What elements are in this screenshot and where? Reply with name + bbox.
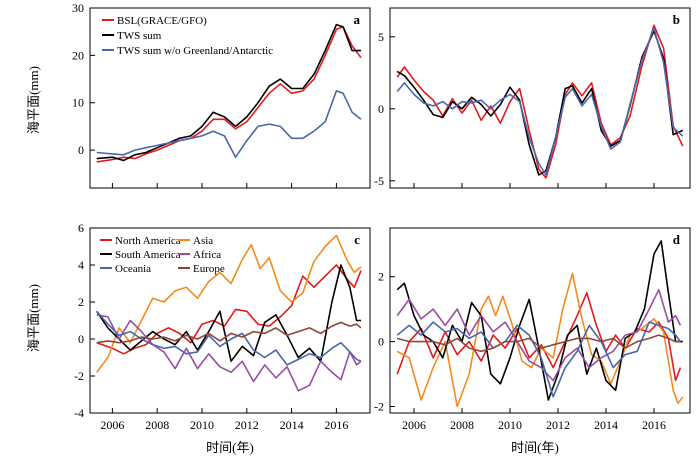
x-tick-label: 2006 bbox=[100, 418, 124, 432]
x-tick-label: 2010 bbox=[498, 418, 522, 432]
y-tick-label: -2 bbox=[74, 369, 84, 383]
y-tick-label: 30 bbox=[72, 1, 84, 15]
y-tick-label: 0 bbox=[78, 143, 84, 157]
x-tick-label: 2016 bbox=[642, 418, 666, 432]
series-line-oceania bbox=[96, 310, 362, 366]
panel-label-c: c bbox=[354, 232, 360, 247]
legend-a: BSL(GRACE/GFO) TWS sum TWS sum w/o Greenla… bbox=[102, 15, 273, 57]
series-line-b-1 bbox=[396, 24, 684, 179]
series-line-oceania bbox=[396, 321, 682, 398]
series-line-europe bbox=[396, 334, 681, 353]
x-tick-label: 2010 bbox=[190, 418, 214, 432]
legend-c: North America Asia South America Africa Ocea… bbox=[100, 235, 225, 275]
series-line-bsl-grace-gfo bbox=[96, 26, 362, 163]
x-tick-label: 2008 bbox=[450, 418, 474, 432]
series-line-south-america bbox=[396, 240, 683, 401]
figure-ylabel-top: 海平面(mm) bbox=[26, 66, 41, 134]
series-line-tws-sum-w-o-greenland-antarctic bbox=[96, 90, 362, 158]
y-tick-label: 0 bbox=[378, 335, 384, 349]
figure-xlabel-left: 时间(年) bbox=[206, 440, 254, 455]
x-tick-label: 2014 bbox=[280, 418, 304, 432]
y-tick-label: 5 bbox=[378, 30, 384, 44]
y-tick-label: 2 bbox=[378, 270, 384, 284]
x-tick-label: 2012 bbox=[546, 418, 570, 432]
series-line-africa bbox=[396, 288, 682, 382]
figure-ylabel-bottom: 海平面(mm) bbox=[26, 284, 41, 352]
series-line-asia bbox=[96, 234, 362, 373]
panel-d-frame bbox=[389, 227, 691, 414]
panel-c-frame bbox=[89, 227, 371, 414]
y-tick-label: 10 bbox=[72, 96, 84, 110]
panel-b: -5 0 5 b bbox=[374, 7, 691, 189]
legend-label: Africa bbox=[193, 249, 221, 261]
series-line-tws-sum bbox=[96, 23, 361, 162]
y-tick-label: 2 bbox=[78, 295, 84, 309]
series-line-d-1 bbox=[396, 292, 682, 382]
panel-b-frame bbox=[389, 7, 691, 189]
panel-label-b: b bbox=[673, 12, 680, 27]
legend-label: TWS sum bbox=[117, 30, 162, 42]
y-tick-label: -4 bbox=[74, 406, 84, 420]
panel-label-d: d bbox=[673, 232, 681, 247]
y-tick-label: -5 bbox=[374, 174, 384, 188]
x-tick-label: 2006 bbox=[402, 418, 426, 432]
x-tick-label: 2008 bbox=[145, 418, 169, 432]
legend-label: Europe bbox=[193, 263, 225, 275]
y-tick-label: -2 bbox=[374, 400, 384, 414]
legend-label: Oceania bbox=[115, 263, 151, 275]
panel-a: 0 10 20 30 a BSL(GRACE/GFO) TWS sum TWS sum w/o… bbox=[72, 1, 371, 189]
series-line-africa bbox=[96, 314, 362, 392]
y-tick-label: 4 bbox=[78, 258, 84, 272]
legend-label: South America bbox=[115, 249, 181, 261]
y-tick-label: 6 bbox=[78, 221, 84, 235]
legend-label: BSL(GRACE/GFO) bbox=[117, 15, 207, 27]
series-line-asia bbox=[396, 272, 684, 408]
y-tick-label: 20 bbox=[72, 48, 84, 62]
panel-d: -2 0 2 2006 2008 2010 2012 2014 2016 d bbox=[374, 227, 691, 432]
x-tick-label: 2014 bbox=[594, 418, 618, 432]
legend-label: Asia bbox=[193, 235, 213, 247]
panel-a-frame bbox=[89, 7, 371, 189]
series-line-europe bbox=[96, 321, 362, 344]
x-tick-label: 2016 bbox=[324, 418, 348, 432]
figure-xlabel-right: 时间(年) bbox=[511, 440, 559, 455]
panel-c: -4 -2 0 2 4 6 2006 2008 2010 2012 2014 2016 c North A… bbox=[74, 221, 371, 432]
legend-label: TWS sum w/o Greenland/Antarctic bbox=[117, 45, 273, 57]
series-line-b-3 bbox=[396, 27, 684, 176]
panel-label-a: a bbox=[354, 12, 361, 27]
x-tick-label: 2012 bbox=[235, 418, 259, 432]
legend-label: North America bbox=[115, 235, 181, 247]
y-tick-label: 0 bbox=[78, 332, 84, 346]
y-tick-label: 0 bbox=[378, 102, 384, 116]
series-line-north-america bbox=[96, 264, 362, 355]
